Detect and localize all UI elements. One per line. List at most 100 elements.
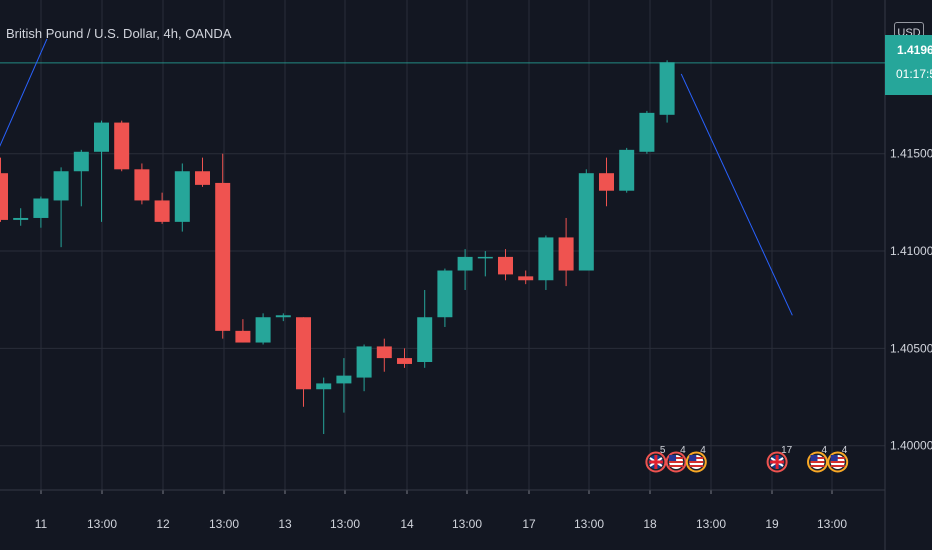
candle-body — [417, 317, 433, 362]
event-marker: 4 — [807, 445, 828, 473]
candle-body — [558, 237, 574, 271]
candle — [336, 358, 352, 413]
us-flag-stripe — [830, 465, 845, 467]
candle-body — [356, 346, 372, 378]
candle — [33, 196, 49, 228]
event-count-label: 4 — [822, 445, 828, 456]
last-price-tag: 1.41967 01:17:54 — [885, 35, 932, 95]
x-tick-label: 13:00 — [696, 517, 726, 531]
candle-body — [397, 358, 412, 364]
x-tick-label: 14 — [400, 517, 414, 531]
candle-body — [477, 256, 493, 259]
us-flag-stripe — [669, 461, 684, 463]
candle — [255, 313, 271, 345]
trend-line — [0, 38, 48, 147]
event-count-label: 4 — [842, 445, 848, 456]
candle — [498, 249, 513, 281]
candle — [0, 157, 8, 222]
x-tick-label: 13:00 — [817, 517, 847, 531]
candle-body — [437, 270, 453, 318]
candle-body — [316, 383, 332, 390]
us-flag-stripe — [689, 465, 704, 467]
x-tick-label: 12 — [156, 517, 170, 531]
candle-body — [599, 173, 614, 191]
candle — [437, 268, 453, 327]
candle — [174, 163, 190, 232]
candle-body — [578, 173, 594, 271]
candle-body — [0, 173, 8, 220]
candle — [316, 377, 332, 435]
x-tick-label: 19 — [765, 517, 779, 531]
event-count-label: 4 — [700, 445, 706, 456]
y-tick-label: 1.41500 — [890, 147, 932, 161]
y-tick-label: 1.40500 — [890, 341, 932, 355]
candle — [275, 313, 291, 322]
x-tick-label: 18 — [643, 517, 657, 531]
candle — [659, 60, 675, 123]
candle-body — [33, 198, 49, 218]
candle-body — [215, 182, 231, 331]
candle-body — [195, 171, 210, 185]
candle-body — [275, 315, 291, 318]
x-tick-label: 17 — [522, 517, 536, 531]
candle — [599, 157, 614, 207]
candle — [94, 120, 109, 222]
event-marker: 4 — [665, 445, 687, 473]
candle-body — [53, 171, 69, 201]
event-count-label: 4 — [680, 445, 686, 456]
candle — [397, 348, 412, 368]
symbol-title: British Pound / U.S. Dollar, 4h, OANDA — [6, 26, 232, 41]
candle-body — [235, 330, 251, 343]
candle-body — [134, 169, 150, 201]
candle — [53, 167, 69, 248]
candle-body — [114, 122, 130, 170]
candle-body — [174, 171, 190, 222]
x-tick-label: 11 — [35, 517, 48, 531]
us-flag-stripe — [830, 461, 845, 463]
candle — [114, 120, 130, 172]
us-flag-stripe — [669, 465, 684, 467]
candle — [73, 149, 89, 207]
us-flag-canton — [689, 455, 697, 461]
candle — [518, 270, 534, 285]
candle — [376, 338, 392, 372]
candle-body — [376, 346, 392, 359]
us-flag-canton — [669, 455, 677, 461]
event-marker: 5 — [645, 445, 667, 473]
candle — [356, 344, 372, 392]
candle — [13, 208, 29, 226]
event-marker: 4 — [827, 445, 849, 473]
candle — [296, 317, 311, 407]
candle — [235, 319, 251, 343]
candle-body — [457, 256, 473, 271]
candle-body — [255, 317, 271, 343]
event-marker: 17 — [766, 445, 793, 473]
us-flag-stripe — [689, 461, 704, 463]
candle — [578, 169, 594, 271]
uk-flag-cross — [775, 455, 779, 469]
candle — [134, 163, 150, 205]
event-count-label: 17 — [781, 445, 793, 456]
us-flag-stripe — [810, 461, 825, 463]
candle — [195, 157, 210, 187]
candle — [154, 192, 170, 224]
countdown-label: 01:17:54 — [896, 67, 932, 81]
candle-body — [498, 256, 513, 275]
candle-body — [13, 217, 29, 220]
last-price-label: 1.41967 — [897, 43, 932, 57]
x-tick-label: 13:00 — [330, 517, 360, 531]
x-tick-label: 13:00 — [87, 517, 117, 531]
y-tick-label: 1.41000 — [890, 244, 932, 258]
us-flag-canton — [830, 455, 838, 461]
candle-body — [518, 276, 534, 281]
candle — [215, 153, 231, 339]
candle — [538, 235, 554, 290]
us-flag-canton — [810, 455, 818, 461]
x-tick-label: 13:00 — [209, 517, 239, 531]
y-tick-label: 1.40000 — [890, 439, 932, 453]
candle — [558, 217, 574, 287]
candle-body — [639, 112, 655, 152]
x-tick-label: 13 — [278, 517, 292, 531]
